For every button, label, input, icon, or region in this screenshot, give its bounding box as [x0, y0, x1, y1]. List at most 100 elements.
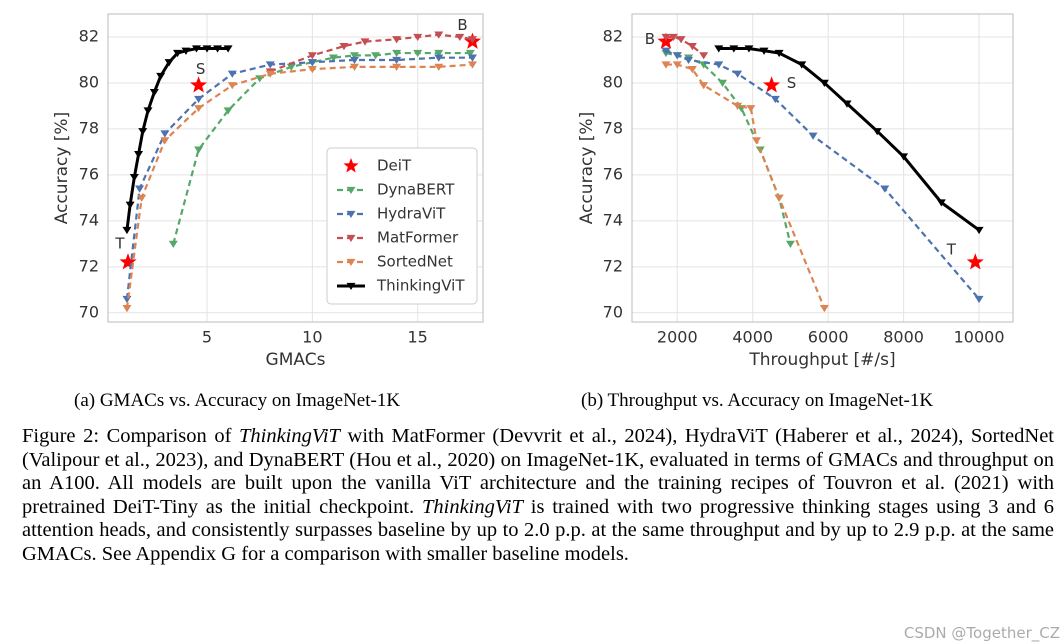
point-label: S: [196, 60, 206, 78]
series-line: [125, 46, 229, 231]
x-tick-label: 2000: [657, 328, 698, 347]
marker: [202, 45, 212, 53]
point-label: T: [114, 235, 125, 253]
marker: [699, 52, 709, 60]
marker: [687, 66, 697, 74]
marker: [676, 36, 686, 44]
marker: [434, 63, 444, 71]
subcaption-a: (a) GMACs vs. Accuracy on ImageNet-1K: [74, 390, 401, 411]
legend-label: DeiT: [377, 157, 412, 175]
x-tick-label: 10: [302, 328, 322, 347]
marker: [160, 137, 170, 145]
marker: [774, 194, 784, 202]
marker: [265, 70, 275, 78]
caption-text: ThinkingViT: [238, 425, 340, 447]
y-tick-label: 70: [603, 302, 623, 321]
marker: [122, 226, 132, 235]
x-tick-label: 5: [202, 328, 212, 347]
marker: [392, 49, 402, 58]
marker: [360, 38, 370, 46]
marker: [349, 56, 359, 65]
caption-text: with MatFormer (Devvrit et al., 2024), H…: [22, 425, 1055, 518]
caption-text: ThinkingViT: [421, 495, 523, 518]
marker: [467, 61, 477, 69]
marker: [729, 45, 739, 53]
marker: [733, 70, 743, 78]
marker: [339, 43, 349, 51]
legend-label: ThinkingViT: [376, 277, 465, 295]
marker: [129, 174, 139, 182]
marker: [138, 128, 148, 136]
marker: [122, 295, 132, 304]
marker: [160, 130, 170, 138]
marker: [661, 33, 671, 42]
marker: [872, 128, 882, 136]
marker: [936, 199, 946, 207]
y-tick-label: 72: [603, 256, 623, 275]
x-axis-label: GMACs: [266, 350, 326, 370]
chart: 70 72 74 76 78 80 82 5 10 15 GMACs Accuracy [%] T S B D…: [52, 13, 1014, 370]
marker: [156, 72, 166, 81]
point-label: S: [787, 74, 797, 92]
x-tick-label: 15: [408, 328, 428, 347]
legend-marker: [346, 210, 356, 219]
marker: [467, 36, 477, 44]
marker: [413, 49, 423, 58]
marker: [899, 153, 909, 161]
marker: [307, 66, 317, 74]
legend-marker: [343, 158, 359, 173]
marker: [842, 100, 852, 108]
marker: [223, 107, 233, 115]
marker: [191, 45, 201, 53]
y-tick-label: 78: [603, 118, 623, 137]
marker: [465, 49, 475, 58]
marker: [434, 54, 444, 62]
legend-label: DynaBERT: [377, 181, 455, 199]
caption-text: Figure 2: Comparison of: [22, 425, 239, 447]
watermark: CSDN @Together_CZ: [903, 624, 1060, 642]
series-line: [665, 63, 826, 309]
marker: [137, 194, 147, 202]
marker: [746, 105, 756, 113]
marker: [434, 31, 444, 39]
marker: [413, 33, 423, 42]
point-label: B: [457, 16, 467, 34]
marker: [668, 33, 678, 42]
marker: [455, 33, 465, 42]
legend-box: [326, 147, 478, 305]
y-tick-label: 74: [79, 210, 99, 229]
marker: [328, 54, 338, 62]
marker: [661, 47, 671, 55]
y-axis-label: Accuracy [%]: [52, 112, 72, 224]
x-tick-label: 4000: [732, 328, 773, 347]
marker: [759, 47, 769, 55]
marker: [808, 132, 818, 140]
y-tick-label: 72: [79, 256, 99, 275]
marker: [699, 82, 709, 90]
y-tick-label: 82: [603, 26, 623, 45]
marker: [194, 105, 204, 113]
star-marker: [190, 76, 208, 93]
marker: [467, 54, 477, 62]
plot-frame: [107, 13, 484, 323]
marker: [168, 240, 178, 248]
marker: [307, 52, 317, 60]
legend-label: MatFormer: [377, 229, 459, 247]
marker: [434, 49, 444, 58]
marker: [143, 107, 153, 115]
marker: [125, 201, 135, 209]
marker: [164, 59, 174, 67]
marker: [349, 52, 359, 60]
marker: [770, 95, 780, 104]
marker: [223, 45, 233, 53]
marker: [392, 56, 402, 65]
point-label: B: [645, 30, 655, 48]
point-label: T: [946, 241, 957, 259]
star-marker: [966, 253, 984, 270]
y-tick-label: 80: [79, 72, 99, 91]
legend-marker: [346, 234, 356, 243]
marker: [265, 61, 275, 69]
marker: [227, 82, 237, 90]
marker: [122, 305, 132, 313]
